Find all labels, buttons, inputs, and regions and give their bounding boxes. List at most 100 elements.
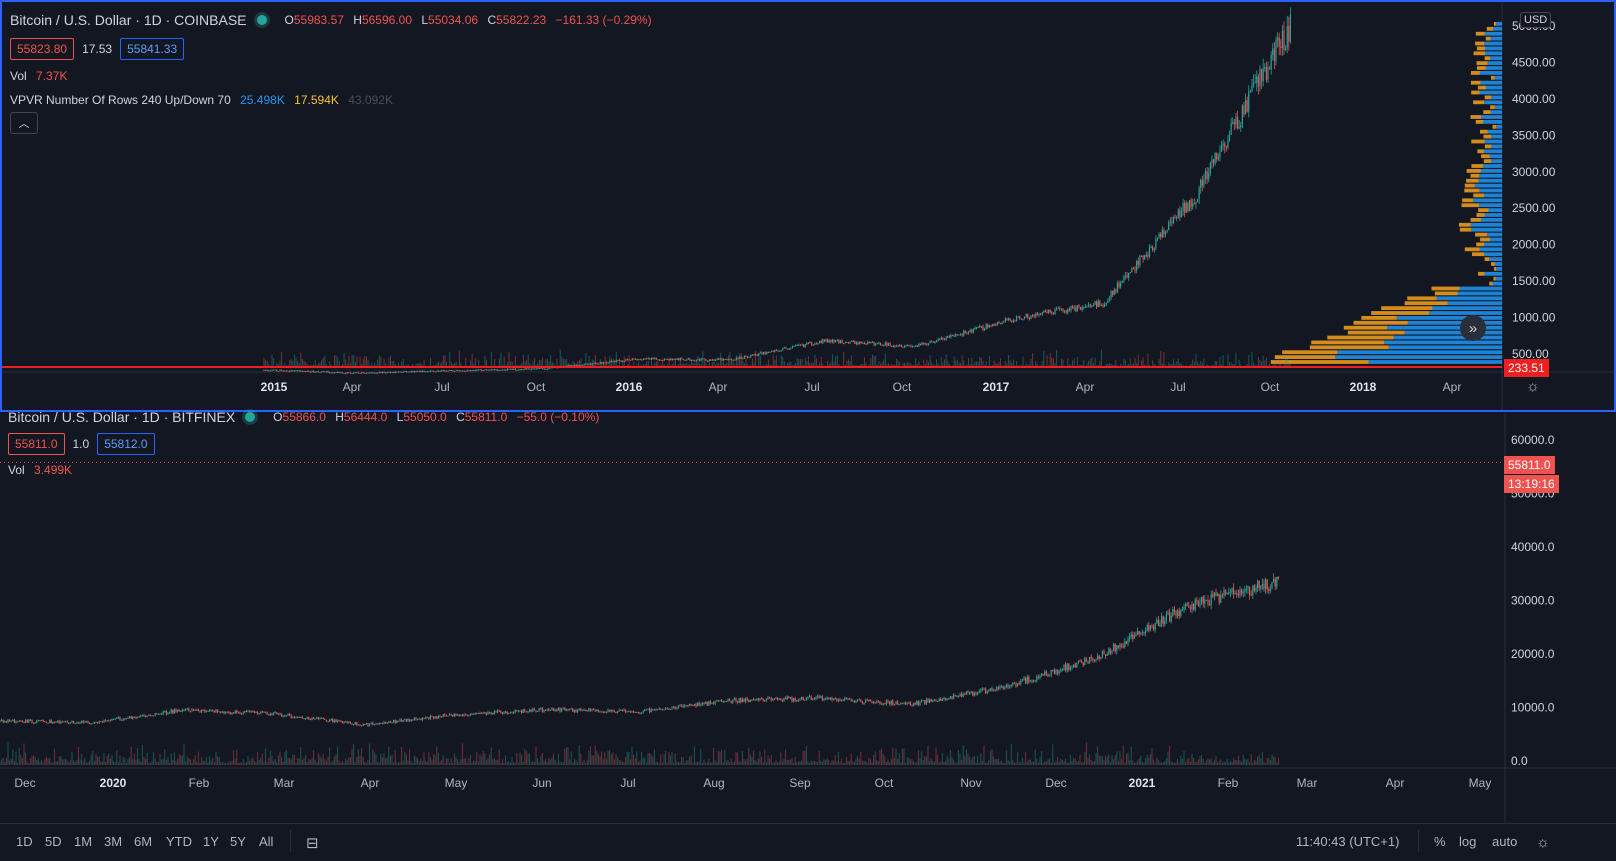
- collapse-legend-button[interactable]: ︿: [10, 112, 38, 134]
- calendar-range-icon[interactable]: ⊟: [306, 835, 319, 852]
- coinbase-chart-pane[interactable]: 5000.004500.004000.003500.003000.002500.…: [0, 0, 1616, 412]
- coinbase-candle: [485, 369, 488, 371]
- bitfinex-volume-bar: [1188, 757, 1190, 765]
- coinbase-candle: [1276, 37, 1279, 40]
- volume-legend[interactable]: Vol 7.37K: [10, 69, 67, 83]
- bitfinex-candle: [677, 705, 679, 709]
- coinbase-candle: [268, 370, 270, 372]
- bitfinex-candle: [989, 688, 991, 691]
- coinbase-candle: [1200, 179, 1202, 188]
- bitfinex-volume-bar: [882, 753, 884, 765]
- bitfinex-volume-bar: [801, 760, 803, 765]
- bitfinex-candle: [1058, 671, 1060, 674]
- bitfinex-volume-bar: [900, 762, 902, 765]
- auto-scale-toggle[interactable]: auto: [1492, 834, 1518, 849]
- coinbase-volume-bar: [353, 354, 355, 368]
- timeframe-ytd[interactable]: YTD: [166, 834, 192, 849]
- bitfinex-candle: [922, 700, 924, 702]
- bitfinex-volume-bar: [250, 759, 252, 765]
- coinbase-candle: [391, 372, 393, 374]
- coinbase-candle: [844, 342, 846, 344]
- bitfinex-volume-bar: [361, 748, 363, 765]
- vpvr-total: 43.092K: [348, 93, 393, 107]
- bitfinex-volume-bar: [548, 758, 550, 765]
- coinbase-candle: [351, 373, 353, 375]
- bitfinex-candle: [868, 699, 870, 701]
- bitfinex-volume-bar: [941, 753, 943, 765]
- bitfinex-candle: [911, 705, 913, 707]
- bitfinex-candle: [209, 710, 211, 712]
- bitfinex-volume-bar: [965, 749, 967, 765]
- bitfinex-candle: [97, 722, 99, 724]
- coinbase-candle: [1171, 221, 1173, 223]
- timeframe-1d[interactable]: 1D: [16, 834, 33, 849]
- bitfinex-volume-bar: [138, 758, 140, 765]
- timeframe-1m[interactable]: 1M: [74, 834, 93, 849]
- bitfinex-volume-bar: [271, 756, 273, 765]
- bitfinex-chart-canvas[interactable]: 60000.050000.040000.030000.020000.010000…: [0, 413, 1616, 823]
- bitfinex-candle: [1274, 578, 1276, 587]
- bitfinex-candle: [1053, 669, 1055, 674]
- log-scale-toggle[interactable]: log: [1459, 834, 1477, 849]
- timeframe-6m[interactable]: 6M: [134, 834, 153, 849]
- coinbase-volume-bar: [1140, 360, 1142, 368]
- bitfinex-volume-bar: [874, 751, 876, 765]
- percent-scale-toggle[interactable]: %: [1434, 834, 1446, 849]
- volume-legend-2[interactable]: Vol 3.499K: [8, 463, 72, 477]
- bitfinex-volume-bar: [349, 757, 351, 765]
- coinbase-candle: [375, 372, 377, 374]
- bid-price-2[interactable]: 55811.0: [8, 433, 65, 455]
- gear-icon[interactable]: ☼: [1526, 378, 1540, 395]
- bitfinex-candle: [857, 699, 859, 701]
- coinbase-candle: [306, 370, 308, 372]
- coinbase-candle: [460, 370, 462, 372]
- bid-price[interactable]: 55823.80: [10, 38, 75, 60]
- symbol-title-2[interactable]: Bitcoin / U.S. Dollar · 1D · BITFINEX: [8, 409, 236, 425]
- coinbase-chart-canvas[interactable]: 5000.004500.004000.003500.003000.002500.…: [2, 2, 1614, 410]
- bitfinex-volume-bar: [145, 758, 147, 765]
- vpvr-legend[interactable]: VPVR Number Of Rows 240 Up/Down 70 25.49…: [10, 93, 393, 107]
- bitfinex-volume-bar: [167, 757, 169, 765]
- clock-display[interactable]: 11:40:43 (UTC+1): [1296, 834, 1400, 849]
- bitfinex-candle: [1178, 610, 1180, 616]
- coinbase-candle: [437, 370, 440, 372]
- timeframe-1y[interactable]: 1Y: [203, 834, 219, 849]
- coinbase-volume-bar: [833, 361, 835, 368]
- bitfinex-volume-bar: [105, 761, 107, 765]
- gear-icon-2[interactable]: ☼: [1536, 834, 1550, 851]
- bitfinex-chart-pane[interactable]: 60000.0 50000.0 40000.0 30000.0 20000.0 10000…: [0, 409, 1616, 823]
- bitfinex-candle: [892, 700, 894, 705]
- vpvr-up-bar: [1490, 110, 1502, 114]
- bitfinex-volume-bar: [553, 753, 555, 765]
- bitfinex-volume-bar: [823, 759, 825, 765]
- coinbase-candle: [945, 337, 947, 340]
- coinbase-volume-bar: [879, 363, 881, 368]
- bitfinex-volume-bar: [596, 750, 598, 765]
- coinbase-volume-bar: [1089, 359, 1091, 368]
- bitfinex-volume-bar: [649, 753, 651, 765]
- bitfinex-candle: [780, 698, 782, 700]
- bitfinex-volume-bar: [29, 758, 31, 765]
- bitfinex-volume-bar: [255, 761, 257, 765]
- ask-price-2[interactable]: 55812.0: [97, 433, 155, 455]
- coinbase-volume-bar: [564, 359, 566, 368]
- scroll-to-realtime-button[interactable]: »: [1460, 315, 1486, 341]
- bitfinex-candle: [1175, 611, 1177, 617]
- currency-label[interactable]: USD: [1520, 12, 1552, 28]
- coinbase-volume-bar: [1262, 355, 1264, 368]
- bitfinex-candle: [479, 712, 481, 714]
- bitfinex-volume-bar: [1223, 761, 1225, 765]
- timeframe-5y[interactable]: 5Y: [230, 834, 246, 849]
- ask-price[interactable]: 55841.33: [120, 38, 185, 60]
- coinbase-volume-bar: [1190, 363, 1192, 368]
- bitfinex-volume-bar: [397, 762, 399, 765]
- timeframe-5d[interactable]: 5D: [45, 834, 62, 849]
- bitfinex-candle: [844, 698, 846, 700]
- bitfinex-volume-bar: [130, 746, 132, 765]
- coinbase-volume-bar: [585, 352, 587, 368]
- timeframe-3m[interactable]: 3M: [104, 834, 123, 849]
- bitfinex-volume-bar: [522, 761, 524, 765]
- bitfinex-volume-bar: [615, 754, 617, 765]
- symbol-title[interactable]: Bitcoin / U.S. Dollar · 1D · COINBASE: [10, 12, 247, 28]
- timeframe-all[interactable]: All: [259, 834, 274, 849]
